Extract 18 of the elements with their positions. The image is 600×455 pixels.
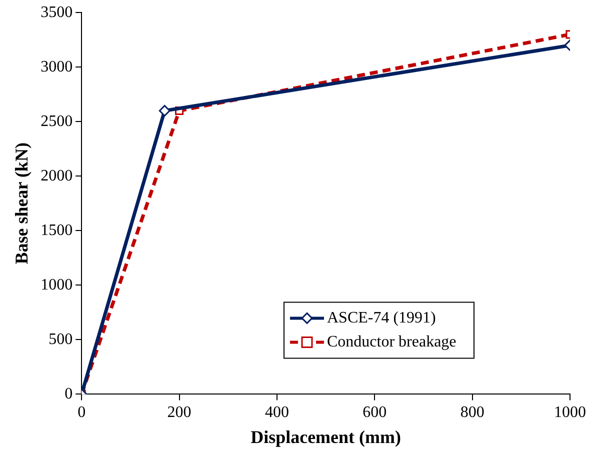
x-tick-label: 600 — [362, 404, 387, 422]
y-tick-label: 2000 — [40, 167, 73, 184]
y-axis-title: Base shear (kN) — [11, 142, 32, 264]
y-tick-label: 3500 — [40, 4, 73, 21]
legend-label: ASCE-74 (1991) — [327, 309, 436, 326]
x-axis-title: Displacement (mm) — [250, 426, 402, 447]
x-tick-label: 0 — [78, 404, 86, 422]
y-tick-label: 3000 — [40, 58, 73, 76]
x-tick-label: 800 — [460, 404, 484, 422]
x-tick-label: 1000 — [554, 404, 586, 422]
y-tick-label: 500 — [48, 330, 73, 348]
y-tick-label: 0 — [64, 385, 73, 402]
y-tick-label: 1000 — [40, 276, 73, 294]
x-tick-label: 200 — [167, 404, 192, 422]
y-tick-label: 2500 — [40, 112, 73, 130]
y-tick-label: 1500 — [40, 222, 73, 239]
legend-label: Conductor breakage — [327, 333, 456, 350]
x-tick-label: 400 — [264, 404, 289, 422]
